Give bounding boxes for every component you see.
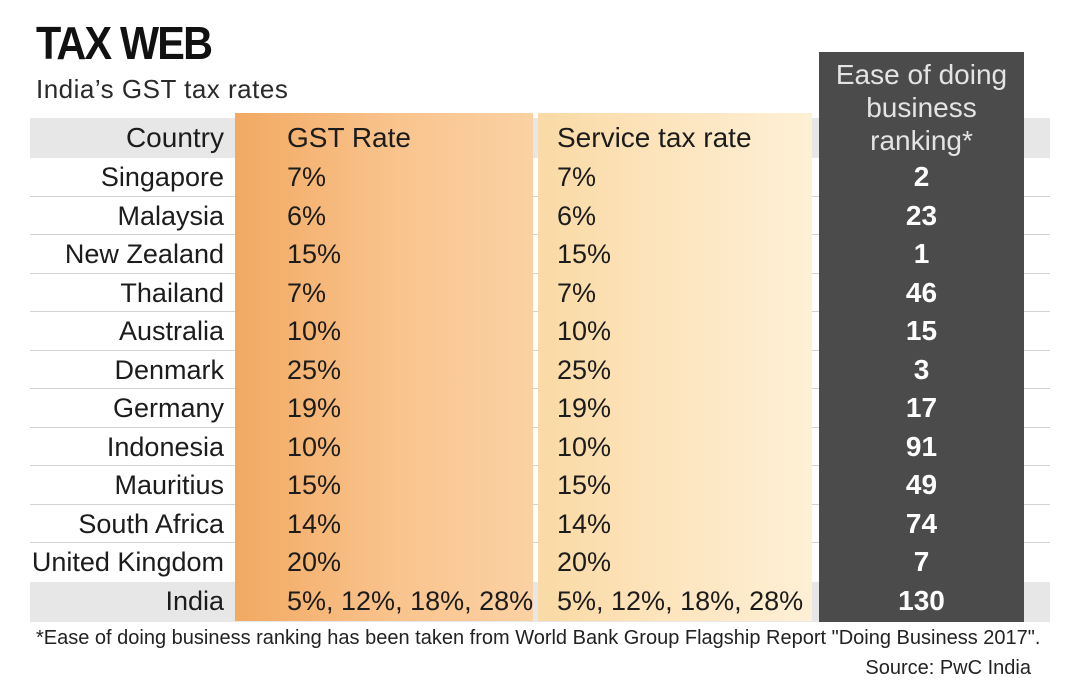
gst-rate-cell: 7% bbox=[287, 278, 327, 308]
chart-subtitle: India’s GST tax rates bbox=[36, 74, 289, 104]
service-tax-cell: 10% bbox=[557, 316, 612, 346]
country-cell: Singapore bbox=[100, 162, 224, 192]
header-ranking-line-3: ranking* bbox=[870, 125, 973, 156]
header-ranking-line-2: business bbox=[866, 92, 977, 123]
source-note: Source: PwC India bbox=[865, 657, 1031, 679]
gst-rate-cell: 15% bbox=[287, 239, 342, 269]
service-tax-cell: 19% bbox=[557, 393, 612, 423]
gst-rate-cell: 14% bbox=[287, 509, 342, 539]
header-service-tax-rate: Service tax rate bbox=[557, 122, 752, 153]
ranking-cell: 2 bbox=[913, 161, 930, 192]
service-tax-cell: 15% bbox=[557, 470, 612, 500]
ranking-cell: 91 bbox=[905, 431, 938, 462]
country-cell: South Africa bbox=[78, 509, 224, 539]
chart-title: TAX WEB bbox=[36, 17, 213, 69]
ranking-cell: 1 bbox=[913, 238, 930, 269]
service-tax-cell: 20% bbox=[557, 547, 612, 577]
gst-rate-cell: 10% bbox=[287, 432, 342, 462]
service-tax-cell: 7% bbox=[557, 162, 597, 192]
header-country: Country bbox=[125, 122, 224, 153]
service-tax-cell: 6% bbox=[557, 201, 597, 231]
service-tax-cell: 7% bbox=[557, 278, 597, 308]
gst-rate-cell: 7% bbox=[287, 162, 327, 192]
country-cell: Indonesia bbox=[106, 432, 224, 462]
country-cell: United Kingdom bbox=[31, 547, 224, 577]
service-tax-cell: 25% bbox=[557, 355, 612, 385]
ranking-cell: 46 bbox=[905, 277, 938, 308]
gst-rate-cell: 15% bbox=[287, 470, 342, 500]
ranking-cell: 15 bbox=[905, 315, 938, 346]
country-cell: India bbox=[165, 586, 224, 616]
country-cell: New Zealand bbox=[64, 239, 224, 269]
header-ranking-line-1: Ease of doing bbox=[835, 59, 1008, 90]
gst-rate-cell: 19% bbox=[287, 393, 342, 423]
country-cell: Mauritius bbox=[114, 470, 224, 500]
ranking-cell: 3 bbox=[913, 354, 930, 385]
ranking-cell: 49 bbox=[905, 469, 938, 500]
service-tax-cell: 15% bbox=[557, 239, 612, 269]
gst-rate-cell: 20% bbox=[287, 547, 342, 577]
ranking-cell: 130 bbox=[898, 585, 945, 616]
country-cell: Denmark bbox=[114, 355, 224, 385]
country-cell: Australia bbox=[118, 316, 224, 346]
service-tax-cell: 10% bbox=[557, 432, 612, 462]
ranking-cell: 7 bbox=[913, 546, 930, 577]
ranking-cell: 23 bbox=[905, 200, 938, 231]
country-cell: Germany bbox=[112, 393, 224, 423]
service-tax-cell: 5%, 12%, 18%, 28% bbox=[557, 586, 804, 616]
gst-rate-cell: 5%, 12%, 18%, 28% bbox=[287, 586, 534, 616]
gst-rate-cell: 10% bbox=[287, 316, 342, 346]
gst-rate-column bbox=[235, 113, 533, 621]
footnote: *Ease of doing business ranking has been… bbox=[36, 627, 1041, 649]
country-cell: Thailand bbox=[120, 278, 224, 308]
ranking-cell: 17 bbox=[905, 392, 938, 423]
header-ranking: Ease of doing business ranking* bbox=[819, 58, 1024, 157]
service-tax-column bbox=[538, 113, 812, 621]
ranking-cell: 74 bbox=[905, 508, 938, 539]
header-gst-rate: GST Rate bbox=[287, 122, 411, 153]
gst-rate-cell: 25% bbox=[287, 355, 342, 385]
service-tax-cell: 14% bbox=[557, 509, 612, 539]
gst-rate-cell: 6% bbox=[287, 201, 327, 231]
ranking-column bbox=[819, 52, 1024, 622]
country-cell: Malaysia bbox=[117, 201, 224, 231]
